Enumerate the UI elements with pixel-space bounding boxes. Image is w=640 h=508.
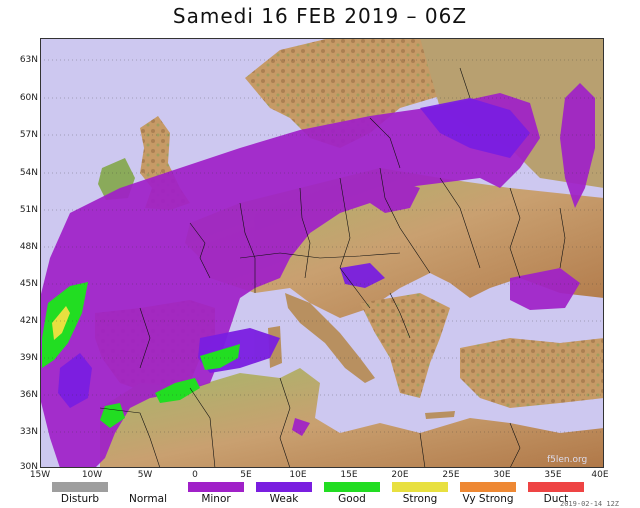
lat-label: 60N <box>19 93 38 103</box>
lon-label: 0 <box>192 470 198 480</box>
map-canvas <box>40 38 604 468</box>
legend-label: Vy Strong <box>462 493 514 505</box>
lat-label: 30N <box>19 462 38 472</box>
timestamp: 2019-02-14 12Z <box>560 500 620 508</box>
lat-label: 63N <box>19 55 38 65</box>
country-borders <box>99 67 566 468</box>
legend-swatch <box>256 482 312 492</box>
lat-label: 57N <box>19 130 38 140</box>
lat-label: 33N <box>19 427 38 437</box>
watermark: f5len.org <box>547 455 588 465</box>
legend-swatch <box>120 482 176 492</box>
legend-swatch <box>324 482 380 492</box>
lat-label: 48N <box>19 242 38 252</box>
legend-item-strong: Strong <box>392 482 448 505</box>
legend-item-very-strong: Vy Strong <box>460 482 516 505</box>
lon-label: 10W <box>81 470 103 480</box>
legend-item-weak: Weak <box>256 482 312 505</box>
legend-label: Disturb <box>60 493 100 505</box>
legend-label: Duct <box>543 493 569 505</box>
lat-label: 45N <box>19 279 38 289</box>
legend-item-normal: Normal <box>120 482 176 505</box>
legend-swatch <box>392 482 448 492</box>
map-title: Samedi 16 FEB 2019 – 06Z <box>172 4 468 28</box>
strong-ducting-zones <box>52 306 70 340</box>
lat-label: 54N <box>19 168 38 178</box>
lat-label: 42N <box>19 316 38 326</box>
legend-item-minor: Minor <box>188 482 244 505</box>
lon-label: 25E <box>442 470 460 480</box>
legend-swatch <box>52 482 108 492</box>
legend-label: Good <box>338 493 366 505</box>
legend-swatch <box>460 482 516 492</box>
minor-ducting-zones <box>40 83 595 468</box>
lon-label: 30E <box>493 470 511 480</box>
legend-label: Strong <box>402 493 438 505</box>
legend-label: Minor <box>201 493 231 505</box>
lon-label: 20E <box>391 470 409 480</box>
legend-label: Weak <box>269 493 299 505</box>
lon-label: 40E <box>591 470 609 480</box>
lon-label: 35E <box>544 470 562 480</box>
lon-label: 15E <box>340 470 358 480</box>
legend: Disturb Normal Minor Weak Good Strong Vy… <box>52 482 612 508</box>
map-frame <box>40 38 604 468</box>
lon-label: 5W <box>137 470 153 480</box>
legend-swatch <box>188 482 244 492</box>
legend-item-disturb: Disturb <box>52 482 108 505</box>
propagation-map <box>40 38 604 468</box>
lat-label: 39N <box>19 353 38 363</box>
lat-label: 51N <box>19 205 38 215</box>
lon-label: 10E <box>289 470 307 480</box>
lat-label: 36N <box>19 390 38 400</box>
legend-swatch <box>528 482 584 492</box>
lon-label: 5E <box>240 470 252 480</box>
legend-label: Normal <box>129 493 167 505</box>
legend-item-good: Good <box>324 482 380 505</box>
lon-label: 15W <box>29 470 51 480</box>
legend-item-duct: Duct <box>528 482 584 505</box>
